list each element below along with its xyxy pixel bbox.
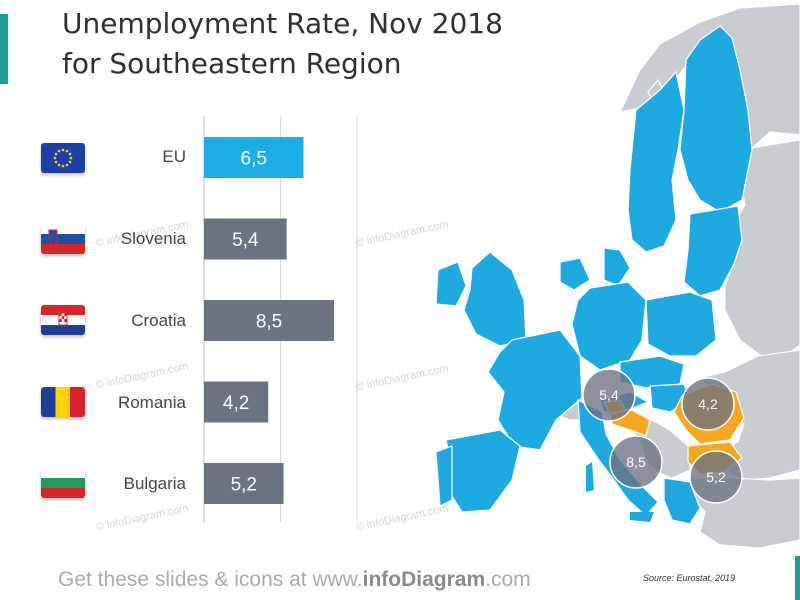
europe-map: 5,4 4,2 8,5 5,2: [435, 3, 800, 549]
slovenia-flag-icon: [41, 224, 85, 254]
poland: [645, 291, 717, 357]
portugal: [435, 445, 453, 507]
footer-promo: Get these slides & icons at www.infoDiag…: [58, 568, 531, 592]
category-label-romania: Romania: [117, 393, 186, 412]
romania-flag-icon: [41, 387, 85, 417]
category-label-croatia: Croatia: [131, 311, 186, 330]
netherlands-belgium: [559, 257, 591, 291]
bubble-bulgaria: 5,2: [689, 450, 743, 504]
sardinia-corsica: [586, 462, 594, 492]
bar-eu: [204, 137, 304, 178]
ireland: [435, 261, 467, 307]
bubble-label-slovenia: 5,4: [599, 387, 619, 403]
bubble-label-romania: 4,2: [698, 396, 718, 412]
bubble-slovenia: 5,4: [582, 368, 636, 422]
map-eu-land: [435, 25, 753, 525]
germany: [571, 281, 647, 371]
eu-flag-icon: [41, 143, 85, 173]
bubble-romania: 4,2: [681, 377, 735, 431]
bar-value-label: 5,2: [231, 475, 257, 496]
category-label-bulgaria: Bulgaria: [123, 474, 186, 493]
bar-croatia: [204, 300, 335, 341]
bar-chart: 6,5 5,4 8,5 4,2 5,2: [203, 116, 358, 522]
finland: [679, 25, 753, 213]
sweden: [627, 70, 685, 253]
bubble-croatia: 8,5: [609, 435, 663, 489]
croatia-flag-icon: [41, 305, 85, 335]
category-label-eu: EU: [162, 147, 186, 166]
source-note: Source: Eurostat, 2019: [643, 573, 736, 583]
bar-value-label: 5,4: [232, 230, 259, 251]
bar-value-label: 4,2: [223, 393, 249, 414]
title-line-1: Unemployment Rate, Nov 2018: [62, 7, 503, 40]
footer-brand: infoDiagram: [362, 568, 486, 591]
denmark: [603, 247, 631, 287]
france: [487, 329, 583, 451]
chart-title: Unemployment Rate, Nov 2018 for Southeas…: [62, 4, 503, 84]
baltic-states: [683, 205, 743, 297]
right-accent-bar: [795, 556, 800, 600]
bar-value-label: 8,5: [256, 312, 282, 333]
bar-slovenia: [204, 218, 287, 260]
bar-bulgaria: [204, 463, 284, 504]
sicily: [630, 512, 654, 522]
bubble-label-bulgaria: 5,2: [706, 469, 726, 485]
footer-suffix: .com: [485, 568, 531, 591]
bar-value-label: 6,5: [241, 149, 267, 170]
norway-russia-north: [618, 3, 800, 152]
bubble-label-croatia: 8,5: [626, 454, 646, 470]
bulgaria-flag-icon: [41, 468, 85, 498]
belarus-ukraine-russia-west: [724, 139, 800, 361]
united-kingdom: [463, 251, 527, 347]
slovenia-coat-of-arms: [48, 229, 58, 246]
category-label-slovenia: Slovenia: [120, 229, 186, 248]
eu-stars: [53, 148, 73, 168]
footer-prefix: Get these slides & icons at www.: [58, 568, 363, 591]
spain: [445, 429, 521, 513]
title-line-2: for Southeastern Region: [62, 47, 402, 80]
bar-romania: [204, 381, 269, 423]
left-accent-arrow: [0, 36, 8, 52]
map-islands: [586, 462, 654, 522]
croatia-coat-of-arms: [58, 312, 68, 326]
